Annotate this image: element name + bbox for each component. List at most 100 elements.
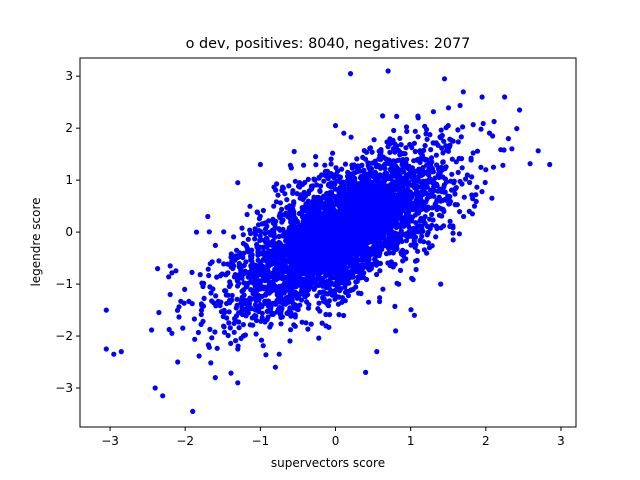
scatter-point — [446, 201, 452, 207]
scatter-point — [434, 206, 440, 213]
scatter-point — [385, 235, 391, 242]
scatter-point — [283, 238, 289, 244]
scatter-point — [310, 242, 316, 248]
scatter-point — [366, 299, 372, 305]
scatter-point — [323, 311, 329, 318]
scatter-point — [405, 219, 411, 225]
scatter-point — [380, 173, 386, 179]
scatter-point — [329, 208, 336, 214]
scatter-point — [318, 251, 324, 257]
scatter-point — [322, 162, 328, 168]
scatter-point — [413, 266, 419, 273]
scatter-point — [377, 250, 383, 256]
scatter-point — [262, 231, 268, 237]
scatter-point — [262, 239, 268, 245]
scatter-point — [192, 336, 198, 342]
scatter-point — [341, 251, 347, 258]
scatter-point — [447, 142, 453, 148]
scatter-point — [447, 136, 453, 142]
scatter-point — [373, 262, 379, 268]
scatter-point — [394, 113, 400, 119]
scatter-point — [369, 149, 375, 155]
scatter-point — [249, 315, 255, 321]
scatter-point — [348, 203, 354, 209]
scatter-point — [303, 249, 309, 255]
scatter-point — [399, 197, 405, 203]
scatter-point — [362, 252, 368, 259]
scatter-point — [231, 234, 237, 240]
scatter-point — [291, 243, 297, 249]
scatter-point — [189, 269, 195, 275]
scatter-point — [304, 241, 310, 247]
scatter-point — [167, 291, 173, 298]
scatter-point — [298, 297, 305, 303]
scatter-point — [277, 251, 283, 257]
scatter-point — [307, 201, 313, 207]
scatter-point — [431, 193, 437, 199]
scatter-point — [450, 230, 456, 236]
scatter-point — [378, 223, 384, 229]
scatter-point — [252, 226, 258, 232]
scatter-point — [362, 196, 368, 202]
scatter-point — [417, 238, 423, 244]
scatter-point — [373, 185, 379, 191]
scatter-point — [279, 206, 285, 212]
scatter-point — [242, 301, 248, 307]
scatter-point — [421, 147, 427, 153]
scatter-point — [412, 148, 418, 155]
scatter-point — [436, 165, 442, 171]
scatter-point — [300, 181, 306, 187]
scatter-point — [321, 204, 327, 210]
scatter-point — [254, 270, 260, 276]
scatter-point — [430, 109, 436, 115]
scatter-point — [372, 211, 379, 218]
scatter-point — [301, 162, 307, 168]
scatter-point — [327, 276, 333, 282]
scatter-point — [248, 263, 254, 269]
scatter-point — [358, 290, 364, 297]
scatter-point — [221, 329, 228, 335]
scatter-point — [461, 194, 467, 200]
scatter-point — [433, 200, 439, 206]
scatter-point — [368, 179, 374, 185]
scatter-point — [198, 311, 204, 318]
scatter-point — [479, 189, 485, 195]
scatter-point — [392, 242, 398, 248]
scatter-point — [313, 154, 319, 160]
scatter-point — [213, 303, 219, 309]
scatter-point — [403, 231, 409, 237]
scatter-point — [455, 127, 461, 133]
scatter-point — [449, 187, 455, 193]
scatter-point — [421, 247, 427, 253]
scatter-point — [354, 261, 361, 267]
scatter-point — [370, 172, 376, 178]
scatter-point — [321, 178, 327, 184]
scatter-point — [282, 280, 288, 286]
scatter-point — [378, 207, 384, 214]
scatter-point — [433, 223, 439, 229]
scatter-point — [502, 94, 508, 100]
scatter-point — [393, 166, 399, 172]
scatter-point — [262, 250, 268, 256]
scatter-point — [311, 286, 317, 292]
scatter-point — [294, 269, 300, 275]
scatter-point — [272, 364, 278, 370]
scatter-point — [241, 280, 247, 286]
scatter-point — [253, 317, 260, 324]
scatter-point — [225, 332, 231, 339]
scatter-point — [270, 216, 276, 222]
scatter-point — [467, 179, 473, 186]
scatter-point — [313, 281, 319, 287]
scatter-point — [415, 115, 421, 121]
scatter-point — [291, 224, 297, 230]
scatter-point — [328, 180, 334, 186]
scatter-point — [206, 344, 212, 350]
scatter-point — [482, 179, 488, 186]
scatter-point — [324, 270, 330, 276]
scatter-point — [376, 192, 382, 198]
scatter-point — [310, 265, 316, 271]
scatter-point — [253, 263, 259, 269]
scatter-point — [300, 218, 306, 225]
scatter-point — [371, 137, 377, 143]
scatter-point — [325, 175, 331, 182]
